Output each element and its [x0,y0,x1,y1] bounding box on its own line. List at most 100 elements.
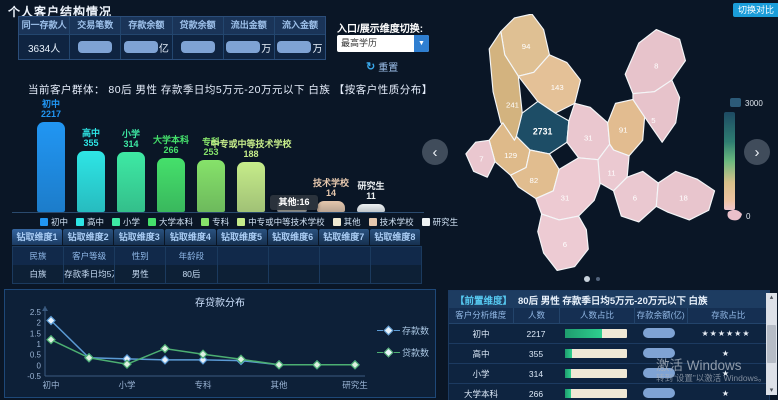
scroll-thumb[interactable] [767,325,776,363]
carousel-dot-active[interactable] [584,276,590,282]
bar-技术学校[interactable] [317,201,345,212]
line-legend-item[interactable]: 存款数 [376,324,429,337]
map-region-value: 31 [584,133,593,142]
line-chart: 2.5 21.5 1 0.50 -0.5初中 小学 专科 其他 研究生 [27,306,368,390]
detail-table-body: 初中2217★★★★★★高中355★小学314★大学本科266★专科253★中专… [449,324,769,400]
row-name: 高中 [472,348,490,359]
row-count: 2217 [526,328,546,339]
bar-label: 大学本科 266 [129,135,213,155]
bar-专科[interactable] [197,160,225,212]
detail-panel: 【前置维度】 80后 男性 存款季日均5万元-20万元以下 白族 客户分析维度人… [448,290,770,400]
bar-chart: 初中 2217 高中 355 小学 314 大学本科 266 专科 253 中专或中等技术学校 188… [12,95,424,213]
bar-label: 研究生 11 [329,181,413,201]
legend-item[interactable]: 中专或中等技术学校 [237,216,325,228]
row-stars: ★ [721,349,731,358]
progress-bar [565,329,627,338]
legend-item[interactable]: 高中 [76,216,104,228]
tab-钻取维度5[interactable]: 钻取维度5 [216,229,267,245]
scroll-up-icon[interactable]: ▴ [769,294,774,301]
legend-diamond [383,325,394,336]
legend-item[interactable]: 技术学校 [368,216,414,228]
map-color-scale: 3000 0 [720,90,778,225]
legend-item[interactable]: 小学 [112,216,140,228]
tab-钻取维度7[interactable]: 钻取维度7 [318,229,369,245]
scroll-down-icon[interactable]: ▾ [769,387,774,394]
chevron-down-icon[interactable]: ▼ [414,35,429,52]
svg-text:0.5: 0.5 [30,351,42,360]
carousel-dot[interactable] [596,277,600,281]
row-pct-bar [559,389,633,398]
legend-item[interactable]: 其他 [332,216,361,228]
drill-cell: 民族 [13,247,65,265]
stat-header: 流出金额 [223,17,274,35]
bar-大学本科[interactable] [157,158,185,212]
dimension-select-value: 最高学历 [341,38,378,48]
map-region-value: 143 [551,83,564,92]
row-name: 大学本科 [463,388,498,399]
detail-col-header: 存款余额(亿) [635,308,688,323]
progress-bar [565,349,627,358]
tab-钻取维度2[interactable]: 钻取维度2 [63,229,114,245]
stat-unit: 亿 [158,43,169,55]
scrollbar[interactable]: ▴ ▾ [766,293,777,395]
legend-item[interactable]: 大学本科 [148,216,193,228]
tab-钻取维度4[interactable]: 钻取维度4 [165,229,216,245]
table-row[interactable]: 初中 2217 ★★★★★★ [449,324,769,344]
detail-title-tag: 【前置维度】 [455,295,513,307]
drill-cell: 性别 [115,247,167,265]
redacted-value [226,41,261,53]
map-region[interactable] [597,143,630,192]
bar-高中[interactable] [77,151,105,212]
legend-label: 中专或中等技术学校 [248,217,325,227]
bar-中专或中等技术学校[interactable] [237,162,265,212]
drill-cell: 存款季日均5万元.. [64,265,116,283]
map-region[interactable] [632,79,681,143]
svg-text:2: 2 [37,319,42,328]
tab-钻取维度1[interactable]: 钻取维度1 [12,229,63,245]
switch-compare-button[interactable]: 切换对比 [733,3,778,17]
map-region[interactable] [465,139,496,178]
reset-button[interactable]: ↻ 重置 [366,59,398,74]
carousel-prev-button[interactable]: ‹ [422,139,448,165]
map-region-value: 94 [522,42,531,51]
table-row[interactable]: 高中 355 ★ [449,344,769,364]
map-region[interactable] [655,170,716,221]
bar-研究生[interactable] [357,204,385,212]
svg-text:1.5: 1.5 [30,329,42,338]
svg-text:研究生: 研究生 [342,380,368,390]
dimension-select[interactable]: 最高学历 ▼ [337,35,429,52]
stat-header: 交易笔数 [70,17,121,35]
map-region[interactable] [566,102,611,161]
stat-header: 贷款余额 [172,17,223,35]
bar-初中[interactable] [37,122,65,212]
map-region[interactable] [537,213,589,272]
svg-text:0: 0 [37,361,42,370]
legend-item[interactable]: 专科 [201,216,229,228]
carousel-next-button[interactable]: › [744,139,770,165]
line-legend-item[interactable]: 贷款数 [376,346,429,359]
drill-cell [269,247,320,265]
drill-cell [371,247,421,265]
table-row[interactable]: 小学 314 ★ [449,364,769,384]
table-row[interactable]: 大学本科 266 ★ [449,384,769,400]
legend-item[interactable]: 初中 [40,216,68,228]
redacted-value [643,327,675,338]
bar-小学[interactable] [117,152,145,212]
svg-text:其他: 其他 [270,380,288,390]
legend-line [376,352,383,353]
redacted-value [643,367,675,378]
refresh-icon: ↻ [366,61,376,73]
legend-item[interactable]: 研究生 [421,216,458,228]
bar-value: 253 [203,147,219,157]
bar-value: 14 [325,188,336,198]
tab-钻取维度6[interactable]: 钻取维度6 [267,229,318,245]
tab-钻取维度3[interactable]: 钻取维度3 [114,229,165,245]
stat-value: 亿 [121,35,171,59]
scale-gradient-bar[interactable] [724,112,735,210]
bar-category: 研究生 [357,181,385,191]
progress-bar [565,389,627,398]
tab-钻取维度8[interactable]: 钻取维度8 [369,229,420,245]
stat-header: 同一存款人 [19,17,70,35]
stat-value: 3634人 [27,43,61,55]
bar-chart-legend: 初中 高中 小学 大学本科 专科 中专或中等技术学校 其他 技术学校 研究生 [40,216,458,228]
